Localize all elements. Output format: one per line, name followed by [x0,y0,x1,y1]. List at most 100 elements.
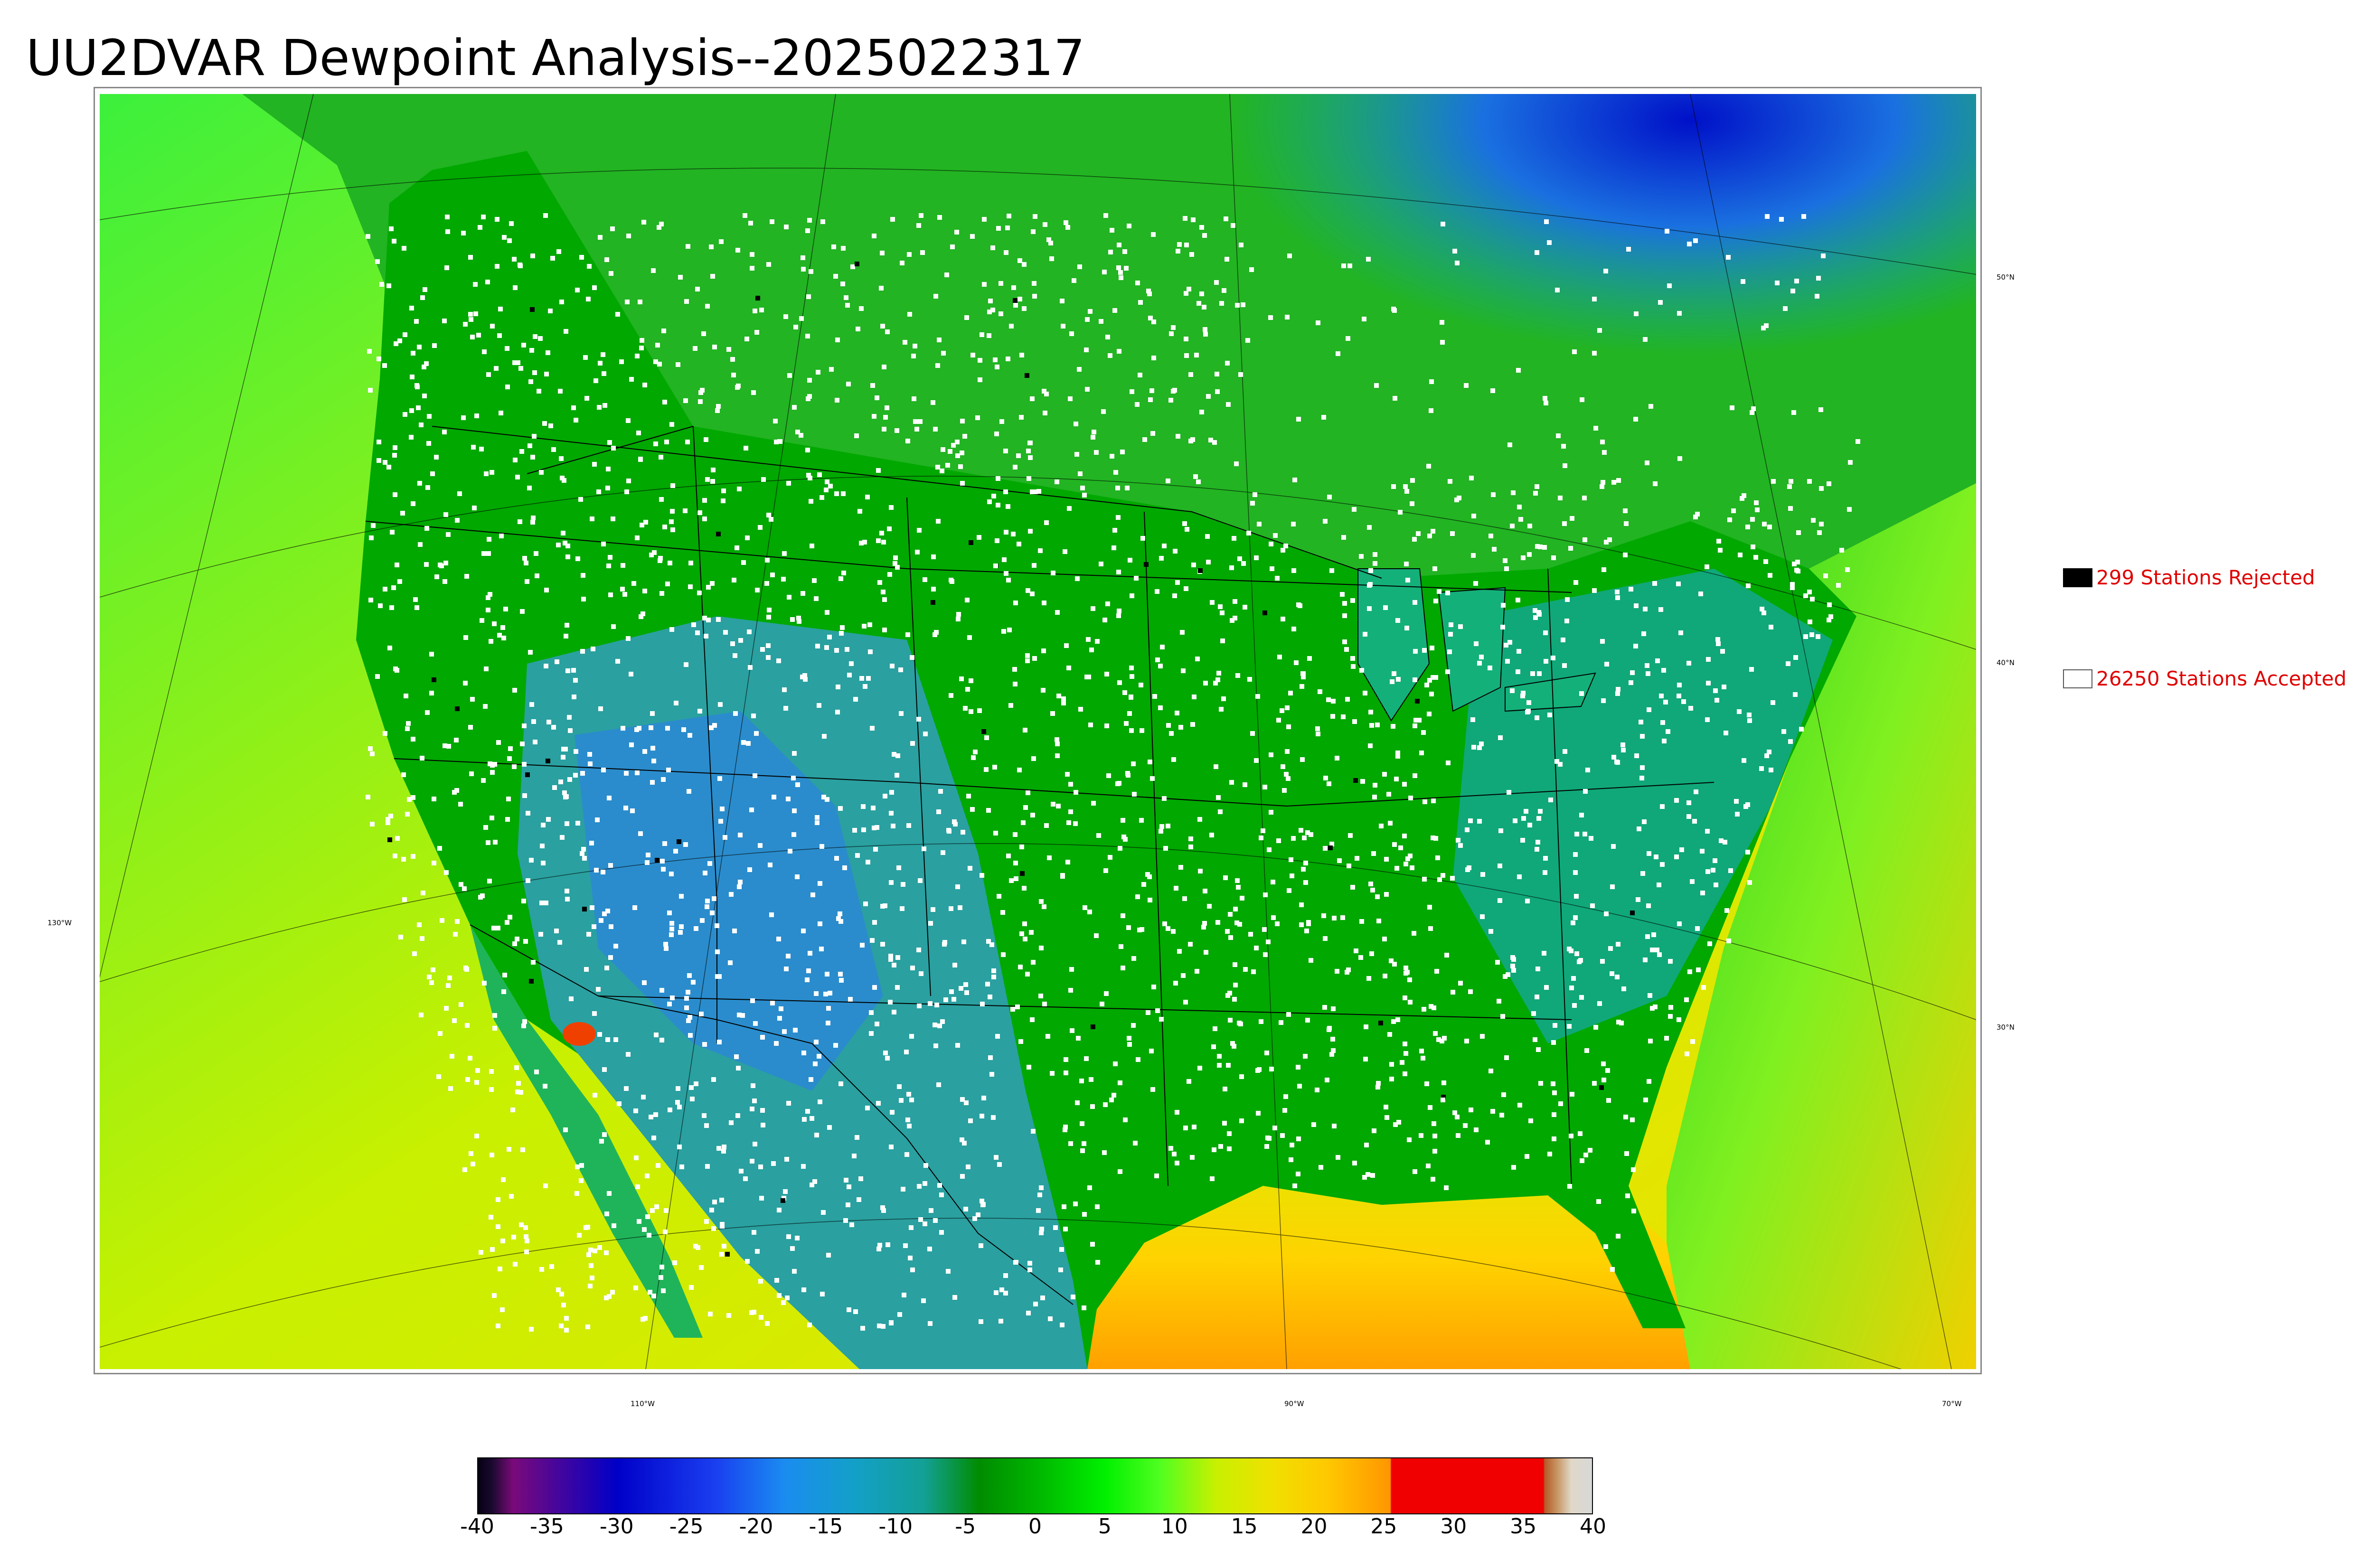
station-marker [705,304,710,309]
station-marker [500,1307,505,1312]
station-marker [1615,590,1620,594]
station-marker [881,1324,886,1329]
station-marker [1101,409,1106,414]
station-marker [669,422,674,427]
station-marker [1395,754,1400,759]
station-marker [1413,1169,1417,1174]
station-marker [1008,703,1013,708]
station-marker [679,894,684,899]
station-marker [1807,479,1812,484]
station-marker [810,544,814,548]
station-marker [663,1230,668,1234]
station-marker [1009,324,1014,329]
station-marker [963,982,968,987]
station-marker [1668,959,1673,964]
station-marker [1264,1144,1269,1149]
station-marker [521,343,526,347]
station-marker [1653,481,1658,486]
station-marker [1068,809,1073,814]
station-marker [1007,628,1012,632]
station-marker [1403,995,1407,1000]
station-marker [486,372,491,377]
station-marker [683,508,688,513]
station-marker [699,1012,704,1016]
station-marker [795,782,800,787]
station-marker [1017,542,1021,546]
station-marker [1516,669,1520,674]
station-marker [1821,254,1826,258]
station-marker [557,940,562,945]
station-marker [1078,707,1083,712]
station-marker [1655,948,1659,952]
station-marker [1793,692,1798,697]
station-marker [1044,823,1049,828]
station-marker [1547,240,1552,245]
station-marker [645,1214,650,1219]
station-marker [1116,515,1121,520]
station-marker [1404,626,1409,630]
station-marker [928,1001,933,1006]
station-marker [429,980,434,985]
station-marker [1190,437,1195,442]
station-marker [505,385,510,389]
station-marker [1327,1027,1331,1032]
station-marker [1715,698,1719,703]
station-marker [889,790,894,795]
station-marker [689,1285,694,1290]
station-marker [814,596,819,601]
station-marker [534,551,538,556]
station-marker [1552,1112,1556,1117]
station-marker [383,587,387,592]
station-marker [866,860,870,864]
station-marker [411,795,415,800]
station-marker [1584,1048,1589,1053]
station-marker [1433,836,1438,841]
station-marker [1583,1153,1588,1157]
station-marker [1121,966,1125,970]
station-marker [1728,868,1733,873]
station-marker [492,1013,497,1018]
station-marker [729,1120,734,1125]
station-marker [645,860,650,865]
station-marker [1432,566,1437,571]
station-marker [1225,257,1229,262]
station-marker [1237,922,1242,927]
station-marker [1219,301,1224,306]
station-marker [1296,602,1301,607]
station-marker [801,267,806,272]
station-marker [888,1000,893,1005]
station-marker [564,1316,569,1321]
station-marker [838,576,843,581]
station-marker [1028,529,1033,534]
station-marker [1452,1110,1457,1115]
station-marker [779,1006,783,1011]
station-marker [1794,279,1799,283]
station-marker [1323,936,1328,941]
station-marker [1056,694,1061,698]
station-marker [1336,351,1340,356]
station-marker [1488,534,1493,538]
station-marker [909,1034,914,1039]
station-marker [564,1328,569,1333]
station-marker [532,370,537,375]
station-marker [1456,1133,1460,1138]
station-marker [1376,919,1381,923]
station-marker [489,1069,494,1074]
station-marker [964,1100,969,1105]
station-marker [704,634,708,638]
station-marker [988,299,993,303]
station-marker [1363,691,1367,695]
station-marker [1171,757,1176,762]
station-marker [592,285,597,290]
station-marker [889,505,894,510]
station-marker [995,538,999,543]
station-marker [710,274,715,279]
station-marker [748,665,753,670]
station-marker [1058,1268,1063,1272]
station-marker [1088,723,1093,727]
station-marker [1027,1065,1031,1070]
station-marker [1393,1122,1398,1127]
station-marker [1196,479,1201,484]
station-marker [904,1152,909,1157]
station-marker [1600,959,1605,964]
